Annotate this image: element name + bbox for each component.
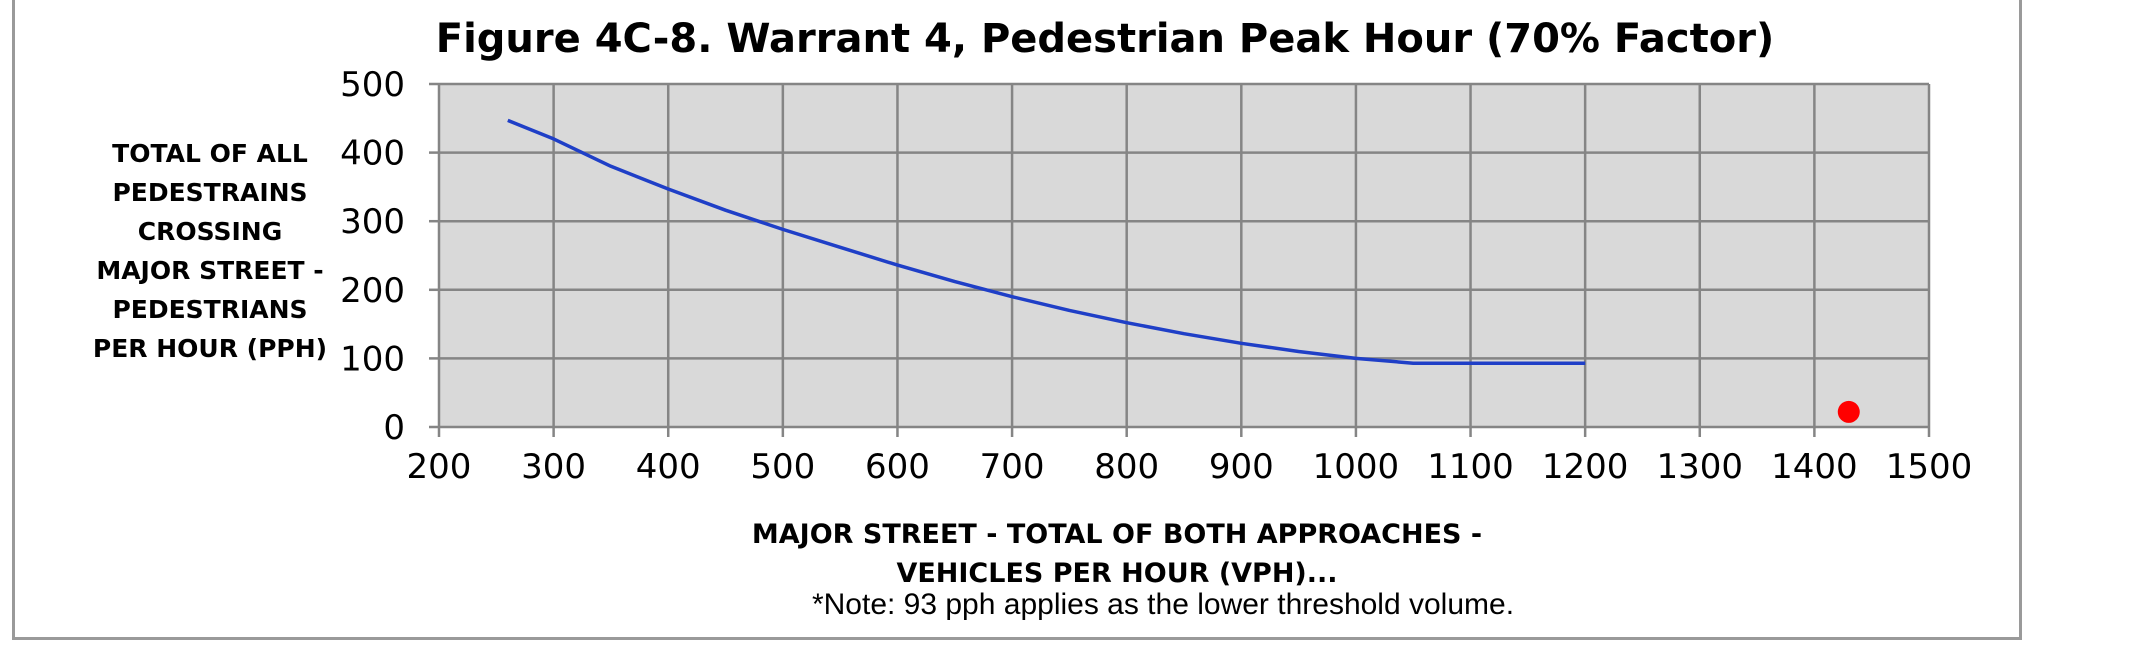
x-tick-label: 600 (865, 447, 930, 487)
y-axis-label-line: TOTAL OF ALL (112, 139, 308, 168)
y-axis-ticks: 0 100 200 300 400 500 (340, 65, 405, 448)
x-tick-label: 700 (980, 447, 1045, 487)
y-tick-label: 0 (383, 408, 405, 448)
y-axis-label-line: PER HOUR (PPH) (93, 334, 327, 363)
y-axis-label-line: MAJOR STREET - (96, 256, 323, 285)
y-axis-label: TOTAL OF ALL PEDESTRAINS CROSSING MAJOR STR… (93, 139, 327, 363)
x-tick-label: 1200 (1542, 447, 1629, 487)
x-tick-label: 1500 (1886, 447, 1973, 487)
y-axis-label-line: PEDESTRAINS (112, 178, 307, 207)
y-axis-label-line: PEDESTRIANS (112, 295, 307, 324)
y-tick-label: 400 (340, 134, 405, 174)
gridlines (429, 82, 1931, 437)
x-tick-label: 1400 (1771, 447, 1858, 487)
x-tick-label: 300 (521, 447, 586, 487)
x-axis-label: MAJOR STREET - TOTAL OF BOTH APPROACHES … (752, 519, 1482, 589)
series-line (507, 118, 1586, 365)
y-tick-label: 200 (340, 271, 405, 311)
x-tick-label: 1100 (1427, 447, 1514, 487)
y-tick-label: 100 (340, 339, 405, 379)
y-tick-label: 500 (340, 65, 405, 105)
plot-area (439, 84, 1929, 427)
x-axis-label-line: MAJOR STREET - TOTAL OF BOTH APPROACHES … (752, 519, 1482, 550)
x-tick-label: 400 (636, 447, 701, 487)
x-tick-label: 800 (1094, 447, 1159, 487)
x-tick-label: 200 (407, 447, 472, 487)
x-axis-label-line: VEHICLES PER HOUR (VPH)... (896, 558, 1337, 589)
x-axis-ticks: 200 300 400 500 600 700 800 900 1000 1100 1200 1300… (407, 447, 1973, 487)
chart-note: *Note: 93 pph applies as the lower thres… (812, 588, 1514, 621)
x-tick-label: 900 (1209, 447, 1274, 487)
series-layer (507, 118, 1860, 423)
y-axis-label-line: CROSSING (138, 217, 282, 246)
data-point (1837, 400, 1860, 423)
x-tick-label: 1300 (1657, 447, 1744, 487)
x-tick-label: 1000 (1313, 447, 1400, 487)
chart-title: Figure 4C-8. Warrant 4, Pedestrian Peak … (436, 16, 1774, 62)
y-tick-label: 300 (340, 202, 405, 242)
x-tick-label: 500 (750, 447, 815, 487)
